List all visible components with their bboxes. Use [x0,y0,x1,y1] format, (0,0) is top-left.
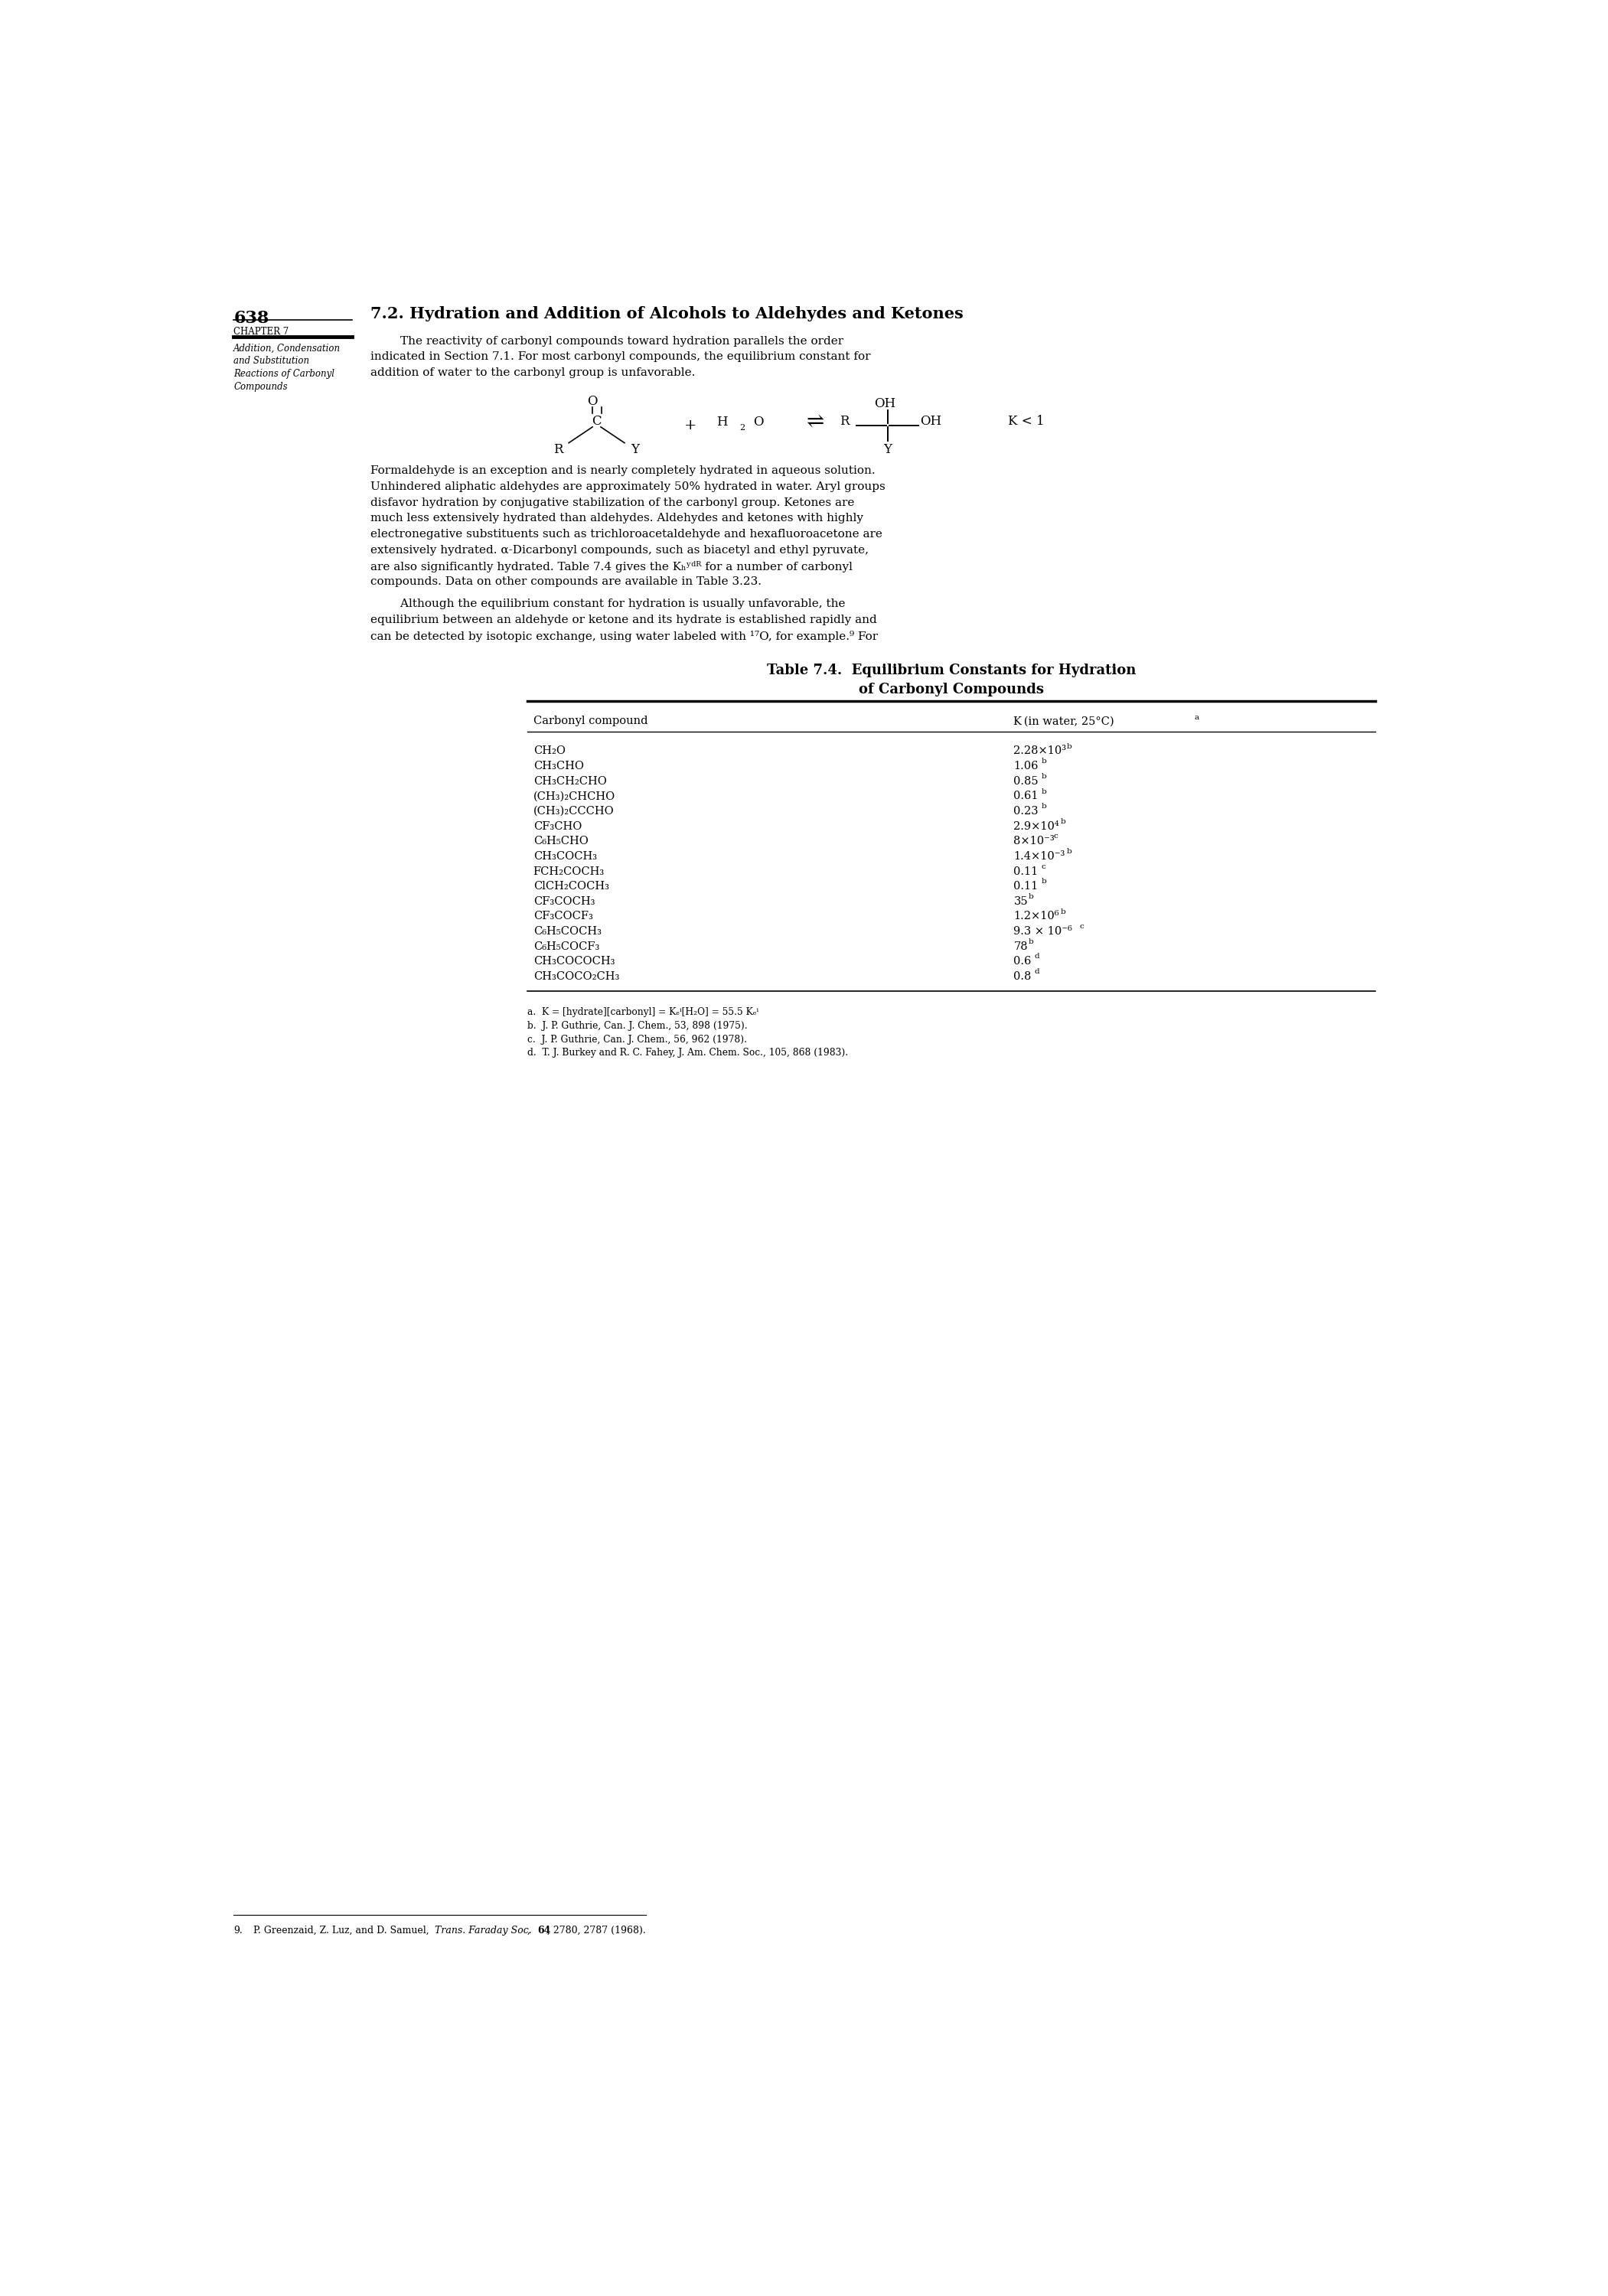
Text: Although the equilibrium constant for hydration is usually unfavorable, the: Although the equilibrium constant for hy… [370,599,844,608]
Text: compounds. Data on other compounds are available in Table 3.23.: compounds. Data on other compounds are a… [370,576,761,588]
Text: CH₃COCOCH₃: CH₃COCOCH₃ [534,955,614,967]
Text: a.  K = [hydrate][carbonyl] = Kₑⁱ[H₂O] = 55.5 Kₑⁱ: a. K = [hydrate][carbonyl] = Kₑⁱ[H₂O] = … [527,1008,759,1017]
Text: K < 1: K < 1 [1008,416,1044,427]
Text: d: d [1034,969,1040,976]
Text: CH₃COCO₂CH₃: CH₃COCO₂CH₃ [534,971,619,983]
Text: 0.11: 0.11 [1013,882,1039,891]
Text: b: b [1040,774,1047,781]
Text: 1.4×10⁻³: 1.4×10⁻³ [1013,852,1064,861]
Text: O: O [587,395,598,409]
Text: b: b [1060,909,1066,916]
Text: can be detected by isotopic exchange, using water labeled with ¹⁷O, for example.: can be detected by isotopic exchange, us… [370,631,878,643]
Text: CF₃COCF₃: CF₃COCF₃ [534,912,593,921]
Text: 7.2. Hydration and Addition of Alcohols to Aldehydes and Ketones: 7.2. Hydration and Addition of Alcohols … [370,305,963,321]
Text: O: O [754,416,764,429]
Text: and Substitution: and Substitution [233,356,309,365]
Text: b: b [1040,804,1047,810]
Text: R: R [839,416,849,427]
Text: d.  T. J. Burkey and R. C. Fahey, J. Am. Chem. Soc., 105, 868 (1983).: d. T. J. Burkey and R. C. Fahey, J. Am. … [527,1047,847,1058]
Text: 35: 35 [1013,895,1028,907]
Text: , 2780, 2787 (1968).: , 2780, 2787 (1968). [547,1926,645,1936]
Text: much less extensively hydrated than aldehydes. Aldehydes and ketones with highly: much less extensively hydrated than alde… [370,512,863,523]
Text: b: b [1066,847,1073,854]
Text: CHAPTER 7: CHAPTER 7 [233,326,289,338]
Text: electronegative substituents such as trichloroacetaldehyde and hexafluoroacetone: electronegative substituents such as tri… [370,528,881,540]
Text: 638: 638 [233,310,269,326]
Text: 2.28×10³: 2.28×10³ [1013,746,1066,755]
Text: c: c [1053,833,1058,840]
Text: b: b [1040,877,1047,884]
Text: 2: 2 [740,425,745,432]
Text: 1.06: 1.06 [1013,760,1039,771]
Text: C: C [592,416,601,427]
Text: Table 7.4.  Equilibrium Constants for Hydration: Table 7.4. Equilibrium Constants for Hyd… [767,664,1135,677]
Text: (CH₃)₂CHCHO: (CH₃)₂CHCHO [534,790,616,801]
Text: b: b [1028,893,1034,900]
Text: indicated in Section 7.1. For most carbonyl compounds, the equilibrium constant : indicated in Section 7.1. For most carbo… [370,351,870,363]
Text: 9.: 9. [233,1926,243,1936]
Text: extensively hydrated. α-Dicarbonyl compounds, such as biacetyl and ethyl pyruvat: extensively hydrated. α-Dicarbonyl compo… [370,544,868,556]
Text: Compounds: Compounds [233,381,288,393]
Text: K (in water, 25°C): K (in water, 25°C) [1013,716,1114,726]
Text: Formaldehyde is an exception and is nearly completely hydrated in aqueous soluti: Formaldehyde is an exception and is near… [370,466,875,475]
Text: ⇌: ⇌ [806,411,823,432]
Text: CF₃CHO: CF₃CHO [534,822,582,831]
Text: 9.3 × 10⁻⁶: 9.3 × 10⁻⁶ [1013,925,1073,937]
Text: Y: Y [884,443,892,457]
Text: 0.85: 0.85 [1013,776,1039,788]
Text: addition of water to the carbonyl group is unfavorable.: addition of water to the carbonyl group … [370,367,695,379]
Text: 2.9×10⁴: 2.9×10⁴ [1013,822,1060,831]
Text: c: c [1079,923,1084,930]
Text: 64: 64 [537,1926,550,1936]
Text: of Carbonyl Compounds: of Carbonyl Compounds [859,682,1044,696]
Text: c.  J. P. Guthrie, Can. J. Chem., 56, 962 (1978).: c. J. P. Guthrie, Can. J. Chem., 56, 962… [527,1035,746,1045]
Text: 78: 78 [1013,941,1028,953]
Text: OH: OH [920,416,941,427]
Text: b: b [1040,788,1047,794]
Text: b.  J. P. Guthrie, Can. J. Chem., 53, 898 (1975).: b. J. P. Guthrie, Can. J. Chem., 53, 898… [527,1022,748,1031]
Text: (CH₃)₂CCCHO: (CH₃)₂CCCHO [534,806,614,817]
Text: C₆H₅COCH₃: C₆H₅COCH₃ [534,925,601,937]
Text: CH₂O: CH₂O [534,746,566,755]
Text: c: c [1040,863,1045,870]
Text: Addition, Condensation: Addition, Condensation [233,344,341,354]
Text: a: a [1195,714,1200,721]
Text: 0.8: 0.8 [1013,971,1031,983]
Text: H: H [716,416,727,429]
Text: C₆H₅COCF₃: C₆H₅COCF₃ [534,941,600,953]
Text: 0.6: 0.6 [1013,955,1031,967]
Text: b: b [1028,939,1034,946]
Text: disfavor hydration by conjugative stabilization of the carbonyl group. Ketones a: disfavor hydration by conjugative stabil… [370,498,854,507]
Text: OH: OH [875,397,896,411]
Text: 0.61: 0.61 [1013,790,1039,801]
Text: Carbonyl compound: Carbonyl compound [534,716,648,726]
Text: are also significantly hydrated. Table 7.4 gives the Kₕʸᵈᴿ for a number of carbo: are also significantly hydrated. Table 7… [370,560,852,572]
Text: R: R [553,443,563,457]
Text: 0.23: 0.23 [1013,806,1039,817]
Text: d: d [1034,953,1040,960]
Text: CH₃CHO: CH₃CHO [534,760,584,771]
Text: b: b [1040,758,1047,765]
Text: CH₃COCH₃: CH₃COCH₃ [534,852,597,861]
Text: Reactions of Carbonyl: Reactions of Carbonyl [233,370,334,379]
Text: FCH₂COCH₃: FCH₂COCH₃ [534,866,605,877]
Text: P. Greenzaid, Z. Luz, and D. Samuel,: P. Greenzaid, Z. Luz, and D. Samuel, [251,1926,433,1936]
Text: 1.2×10⁶: 1.2×10⁶ [1013,912,1060,921]
Text: Unhindered aliphatic aldehydes are approximately 50% hydrated in water. Aryl gro: Unhindered aliphatic aldehydes are appro… [370,482,884,491]
Text: CF₃COCH₃: CF₃COCH₃ [534,895,595,907]
Text: C₆H₅CHO: C₆H₅CHO [534,836,589,847]
Text: Y: Y [630,443,640,457]
Text: ,: , [527,1926,534,1936]
Text: Trans. Faraday Soc.: Trans. Faraday Soc. [436,1926,532,1936]
Text: +: + [683,418,696,432]
Text: b: b [1066,744,1073,751]
Text: 8×10⁻³: 8×10⁻³ [1013,836,1055,847]
Text: CH₃CH₂CHO: CH₃CH₂CHO [534,776,606,788]
Text: ClCH₂COCH₃: ClCH₂COCH₃ [534,882,609,891]
Text: equilibrium between an aldehyde or ketone and its hydrate is established rapidly: equilibrium between an aldehyde or keton… [370,615,876,625]
Text: The reactivity of carbonyl compounds toward hydration parallels the order: The reactivity of carbonyl compounds tow… [370,335,843,347]
Text: 0.11: 0.11 [1013,866,1039,877]
Text: b: b [1060,817,1066,824]
